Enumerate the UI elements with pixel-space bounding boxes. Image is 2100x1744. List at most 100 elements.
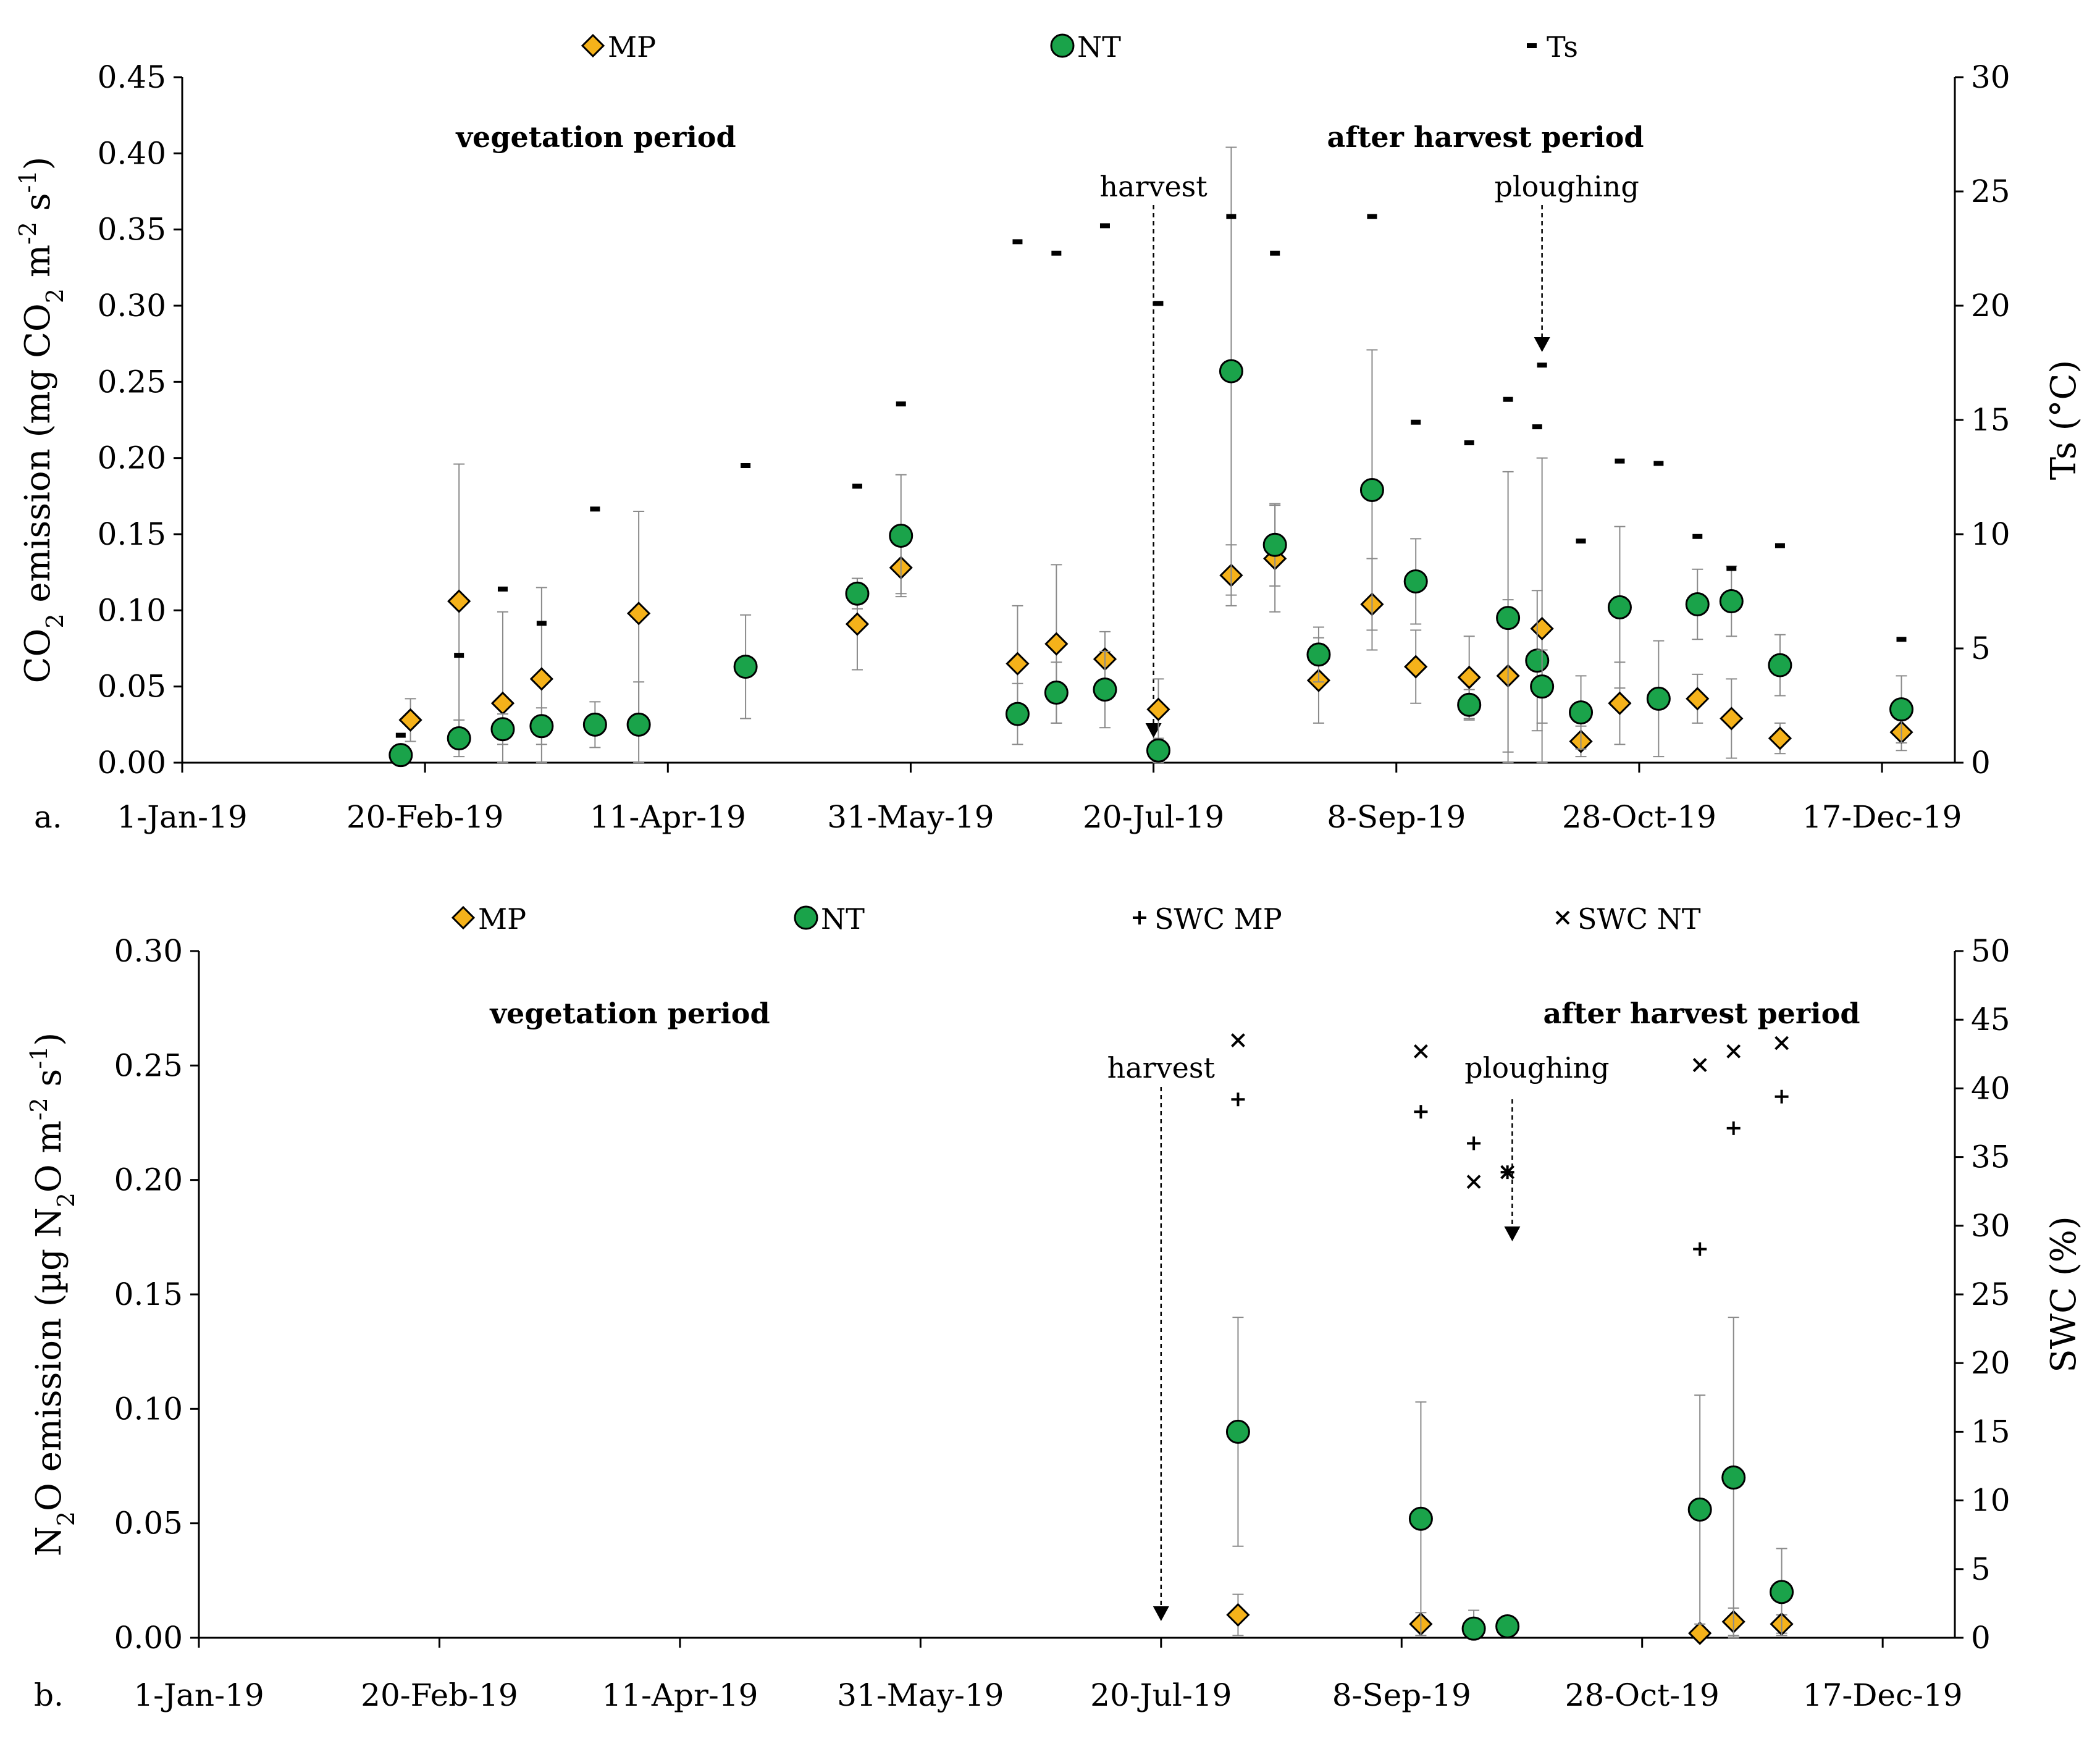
y-left-axis-title: CO2 emission (mg CO2 m-2 s-1): [14, 157, 69, 684]
y-left-axis-title-part: s: [18, 193, 58, 222]
data-point-nt: [1721, 1465, 1746, 1490]
y-left-tick-label: 0.00: [114, 1620, 183, 1656]
data-point-nt: [582, 712, 607, 737]
data-point-mp: [1146, 697, 1170, 721]
x-tick-label: 11-Apr-19: [590, 799, 746, 835]
data-point-nt: [1607, 595, 1632, 619]
data-point-ts: [1774, 543, 1785, 548]
data-point-ts: [1270, 250, 1280, 256]
y-right-tick-label: 10: [1971, 516, 2010, 552]
y-left-axis-title-part: 2: [52, 1193, 80, 1207]
data-point-ts: [1411, 419, 1421, 425]
data-point-swc-mp: [1231, 1092, 1245, 1107]
data-point-ts: [1615, 458, 1625, 464]
y-right-axis-title: SWC (%): [2044, 1216, 2084, 1372]
y-left-axis-title-part: s: [29, 1069, 69, 1098]
y-left-axis-title-part: emission (mg CO: [18, 303, 58, 613]
data-point-swc-nt: [1726, 1044, 1741, 1059]
after-harvest-period-label: after harvest period: [1544, 997, 1860, 1030]
data-point-swc-nt: [1500, 1165, 1515, 1180]
y-left-tick-label: 0.40: [98, 135, 166, 171]
x-tick-label: 20-Feb-19: [361, 1677, 518, 1713]
harvest-arrow-head: [1145, 723, 1162, 738]
vegetation-period-label: vegetation period: [489, 997, 770, 1030]
x-tick-label: 17-Dec-19: [1802, 799, 1962, 835]
data-point-mp: [398, 708, 422, 732]
legend-label-swc-mp: SWC MP: [1154, 902, 1282, 936]
y-left-tick-label: 0.10: [114, 1391, 183, 1427]
data-point-ts: [1896, 637, 1907, 642]
data-point-ts: [1099, 223, 1110, 228]
y-right-tick-label: 25: [1971, 1277, 2010, 1312]
y-left-axis-title-part: -1: [14, 170, 41, 193]
chart-panel-b: 0.00 0.05 0.10 0.15 0.20 0.25 0.30 0 5 10 15 20 25 30…: [25, 902, 2084, 1713]
y-left-tick-label: 0.30: [98, 288, 166, 324]
legend-label-nt: NT: [1077, 30, 1121, 64]
y-left-tick-label: 0.30: [114, 933, 183, 969]
data-point-ts: [741, 463, 751, 468]
x-tick-label: 20-Jul-19: [1090, 1677, 1232, 1713]
y-left-tick-label: 0.10: [98, 592, 166, 628]
data-point-nt: [1219, 359, 1243, 384]
data-point-ts: [852, 484, 862, 489]
data-point-nt: [1646, 686, 1671, 711]
data-point-nt: [1495, 1614, 1520, 1638]
data-point-mp: [1688, 1621, 1712, 1645]
y-left-axis-title-part: ): [29, 1033, 69, 1046]
data-point-swc-nt: [1414, 1044, 1428, 1059]
x-tick-label: 1-Jan-19: [117, 799, 247, 835]
x-tick-label: 31-May-19: [827, 799, 994, 835]
data-point-nt: [1457, 692, 1482, 717]
ploughing-arrow-head: [1534, 337, 1550, 352]
y-right-tick-label: 20: [1971, 288, 2010, 324]
y-left-axis-title-part: O m: [29, 1120, 69, 1193]
data-point-ts: [395, 732, 406, 738]
data-point-nt: [1889, 697, 1914, 722]
after-harvest-period-label: after harvest period: [1327, 120, 1644, 154]
legend-marker-nt: [1050, 33, 1075, 58]
data-point-mp: [1686, 687, 1710, 711]
y-left-tick-label: 0.15: [98, 516, 166, 552]
y-left-tick-label: 0.00: [98, 745, 166, 781]
data-point-ts: [1537, 363, 1547, 368]
x-tick-label: 28-Oct-19: [1565, 1677, 1720, 1713]
data-point-swc-nt: [1231, 1033, 1245, 1047]
data-point-nt: [1359, 477, 1384, 502]
y-left-axis-title-part: ): [18, 157, 58, 170]
y-left-tick-label: 0.25: [98, 364, 166, 400]
data-point-mp: [1006, 652, 1030, 676]
data-point-nt: [1306, 642, 1331, 667]
data-point-mp: [1608, 691, 1632, 715]
data-point-ts: [1051, 250, 1062, 256]
data-point-ts: [497, 586, 508, 592]
data-point-ts: [454, 653, 464, 658]
vegetation-period-label: vegetation period: [455, 120, 736, 154]
data-point-ts: [1532, 424, 1542, 430]
data-point-ts: [1153, 301, 1164, 306]
data-point-nt: [1685, 592, 1710, 616]
legend-marker-swc-nt: [1555, 910, 1570, 925]
legend-marker-mp: [451, 905, 476, 930]
legend-label-swc-nt: SWC NT: [1577, 902, 1701, 936]
legend-marker-nt: [794, 905, 818, 930]
y-right-tick-label: 20: [1971, 1345, 2010, 1381]
x-tick-label: 20-Feb-19: [346, 799, 504, 835]
data-point-mp: [1226, 1603, 1250, 1627]
y-left-tick-label: 0.20: [114, 1162, 183, 1198]
y-left-axis-title-part: 2: [52, 1511, 80, 1526]
data-point-nt: [529, 714, 554, 739]
y-left-tick-label: 0.05: [98, 669, 166, 705]
data-point-ts: [1464, 440, 1474, 445]
y-left-tick-label: 0.45: [98, 59, 166, 95]
data-point-ts: [1726, 566, 1737, 571]
data-point-ts: [1012, 239, 1023, 245]
data-point-nt: [1408, 1506, 1433, 1531]
legend-marker-swc-mp: [1133, 911, 1146, 924]
data-point-swc-mp: [1774, 1089, 1789, 1104]
data-point-ts: [896, 401, 906, 407]
x-tick-label: 11-Apr-19: [602, 1677, 758, 1713]
y-left-axis-title-part: -1: [25, 1046, 52, 1069]
y-left-axis-title-part: CO: [18, 629, 58, 684]
data-point-swc-mp: [1414, 1105, 1428, 1119]
data-point-nt: [1403, 569, 1428, 593]
